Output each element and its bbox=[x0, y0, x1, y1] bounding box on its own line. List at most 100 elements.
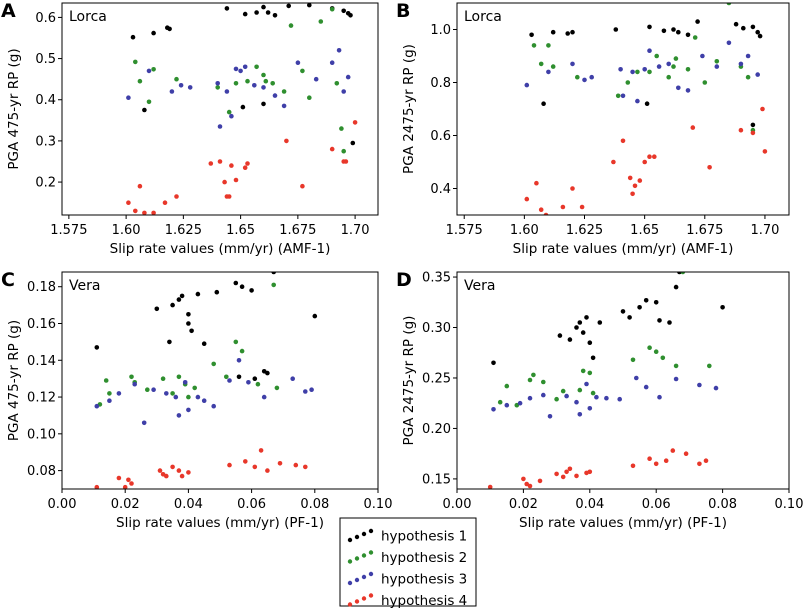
data-point bbox=[702, 80, 708, 85]
data-point bbox=[584, 381, 589, 387]
data-point bbox=[348, 13, 353, 18]
data-point bbox=[236, 374, 242, 380]
data-point bbox=[160, 376, 166, 382]
data-point bbox=[660, 355, 666, 361]
data-point bbox=[527, 483, 533, 489]
data-point bbox=[755, 29, 760, 35]
data-point bbox=[281, 89, 287, 94]
x-tick-label: 1.65 bbox=[226, 223, 255, 238]
data-point bbox=[750, 130, 756, 136]
data-point bbox=[265, 370, 270, 376]
data-point bbox=[94, 345, 100, 350]
data-point bbox=[192, 385, 197, 391]
data-point bbox=[122, 484, 128, 489]
x-tick-label: 1.675 bbox=[686, 223, 723, 238]
data-point bbox=[529, 32, 534, 38]
y-tick-label: 0.18 bbox=[27, 280, 56, 295]
plot-frame bbox=[456, 2, 790, 216]
data-point bbox=[339, 126, 344, 131]
data-point bbox=[557, 333, 563, 338]
data-point bbox=[546, 43, 551, 48]
data-point bbox=[673, 56, 679, 61]
data-point bbox=[653, 349, 659, 355]
data-point bbox=[620, 93, 626, 99]
data-point bbox=[271, 272, 276, 275]
data-point bbox=[580, 368, 586, 374]
data-point bbox=[352, 120, 358, 125]
data-point bbox=[527, 395, 533, 401]
panel-letter: D bbox=[396, 269, 412, 291]
data-point bbox=[227, 378, 232, 383]
data-point bbox=[677, 272, 682, 275]
legend-marker bbox=[368, 571, 374, 577]
data-point bbox=[222, 179, 227, 185]
x-tick-label: 1.575 bbox=[50, 223, 87, 238]
data-point bbox=[329, 6, 335, 12]
data-point bbox=[720, 305, 725, 310]
data-point bbox=[567, 337, 573, 342]
data-point bbox=[303, 464, 308, 470]
data-point bbox=[254, 64, 259, 70]
y-tick-label: 0.15 bbox=[422, 472, 451, 487]
data-point bbox=[673, 284, 679, 290]
data-point bbox=[620, 309, 626, 314]
site-label: Vera bbox=[69, 278, 100, 294]
data-point bbox=[707, 363, 712, 369]
data-point bbox=[524, 82, 530, 88]
data-point bbox=[224, 6, 230, 11]
data-point bbox=[733, 21, 739, 27]
data-point bbox=[642, 67, 647, 72]
data-point bbox=[666, 74, 671, 80]
data-point bbox=[714, 59, 720, 64]
data-point bbox=[546, 69, 551, 75]
data-point bbox=[233, 66, 239, 72]
data-point bbox=[656, 64, 662, 69]
data-point bbox=[577, 320, 583, 325]
data-point bbox=[343, 159, 349, 164]
data-point bbox=[211, 361, 216, 367]
data-point bbox=[625, 80, 631, 85]
panel-letter: A bbox=[1, 0, 16, 22]
data-point bbox=[690, 125, 696, 130]
x-tick-label: 1.60 bbox=[510, 223, 539, 238]
x-tick-label: 0.08 bbox=[300, 497, 329, 512]
data-point bbox=[173, 394, 179, 400]
legend-marker bbox=[347, 602, 353, 607]
data-point bbox=[618, 67, 623, 72]
legend-marker bbox=[361, 531, 367, 537]
data-point bbox=[242, 64, 248, 70]
data-point bbox=[208, 161, 214, 166]
data-point bbox=[313, 76, 319, 82]
data-point bbox=[137, 78, 143, 84]
data-point bbox=[647, 345, 652, 351]
data-point bbox=[587, 406, 593, 411]
data-point bbox=[229, 163, 234, 168]
data-point bbox=[309, 387, 314, 393]
legend-marker bbox=[361, 574, 367, 580]
data-point bbox=[524, 481, 529, 487]
x-tick-label: 1.625 bbox=[566, 223, 603, 238]
data-point bbox=[350, 140, 356, 146]
data-point bbox=[261, 4, 266, 10]
y-tick-label: 0.30 bbox=[422, 321, 451, 336]
x-axis-label: Slip rate values (mm/yr) (AMF-1) bbox=[513, 241, 734, 257]
data-point bbox=[334, 81, 340, 86]
data-point bbox=[133, 59, 138, 65]
data-point bbox=[94, 484, 100, 489]
legend-marker bbox=[368, 593, 374, 598]
legend-marker bbox=[368, 550, 374, 555]
data-point bbox=[265, 10, 271, 15]
data-point bbox=[201, 341, 207, 347]
x-tick-label: 0.00 bbox=[48, 497, 77, 512]
data-point bbox=[504, 383, 510, 389]
data-point bbox=[186, 407, 191, 413]
data-point bbox=[582, 77, 587, 83]
data-point bbox=[617, 396, 622, 402]
x-tick-label: 0.10 bbox=[364, 497, 393, 512]
y-tick-label: 0.5 bbox=[35, 52, 56, 67]
x-tick-label: 0.06 bbox=[237, 497, 266, 512]
y-axis-label: PGA 2475-yr RP (g) bbox=[401, 44, 417, 174]
data-point bbox=[584, 315, 589, 320]
data-point bbox=[261, 72, 266, 78]
data-point bbox=[685, 32, 691, 38]
